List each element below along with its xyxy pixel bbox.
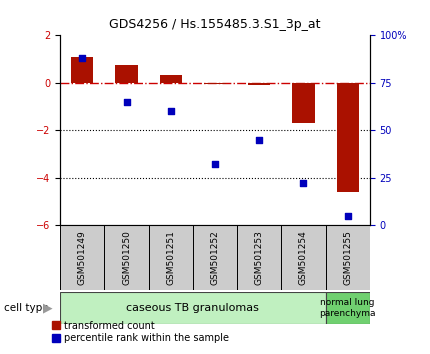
Text: ▶: ▶ xyxy=(43,302,52,314)
Text: GSM501252: GSM501252 xyxy=(211,230,219,285)
Bar xyxy=(71,57,93,83)
Point xyxy=(79,55,86,61)
Text: normal lung
parenchyma: normal lung parenchyma xyxy=(319,298,376,318)
Bar xyxy=(326,225,370,290)
Bar xyxy=(160,75,182,83)
Bar xyxy=(204,83,226,84)
Legend: transformed count, percentile rank within the sample: transformed count, percentile rank withi… xyxy=(48,317,233,347)
Bar xyxy=(193,225,237,290)
Bar xyxy=(60,292,326,324)
Bar xyxy=(116,65,138,83)
Text: GSM501254: GSM501254 xyxy=(299,230,308,285)
Text: GDS4256 / Hs.155485.3.S1_3p_at: GDS4256 / Hs.155485.3.S1_3p_at xyxy=(109,18,321,31)
Bar xyxy=(60,225,104,290)
Point xyxy=(212,162,218,167)
Bar xyxy=(237,225,281,290)
Bar xyxy=(281,225,326,290)
Bar xyxy=(248,83,270,85)
Point xyxy=(344,213,351,218)
Text: cell type: cell type xyxy=(4,303,49,313)
Bar xyxy=(104,225,149,290)
Bar xyxy=(292,83,314,123)
Point xyxy=(123,99,130,105)
Point xyxy=(256,137,263,143)
Text: GSM501250: GSM501250 xyxy=(122,230,131,285)
Text: GSM501255: GSM501255 xyxy=(343,230,352,285)
Point xyxy=(300,181,307,186)
Point xyxy=(167,108,174,114)
Text: GSM501249: GSM501249 xyxy=(78,230,87,285)
Text: GSM501251: GSM501251 xyxy=(166,230,175,285)
Bar xyxy=(149,225,193,290)
Text: GSM501253: GSM501253 xyxy=(255,230,264,285)
Bar xyxy=(337,83,359,192)
Text: caseous TB granulomas: caseous TB granulomas xyxy=(126,303,259,313)
Bar xyxy=(326,292,370,324)
